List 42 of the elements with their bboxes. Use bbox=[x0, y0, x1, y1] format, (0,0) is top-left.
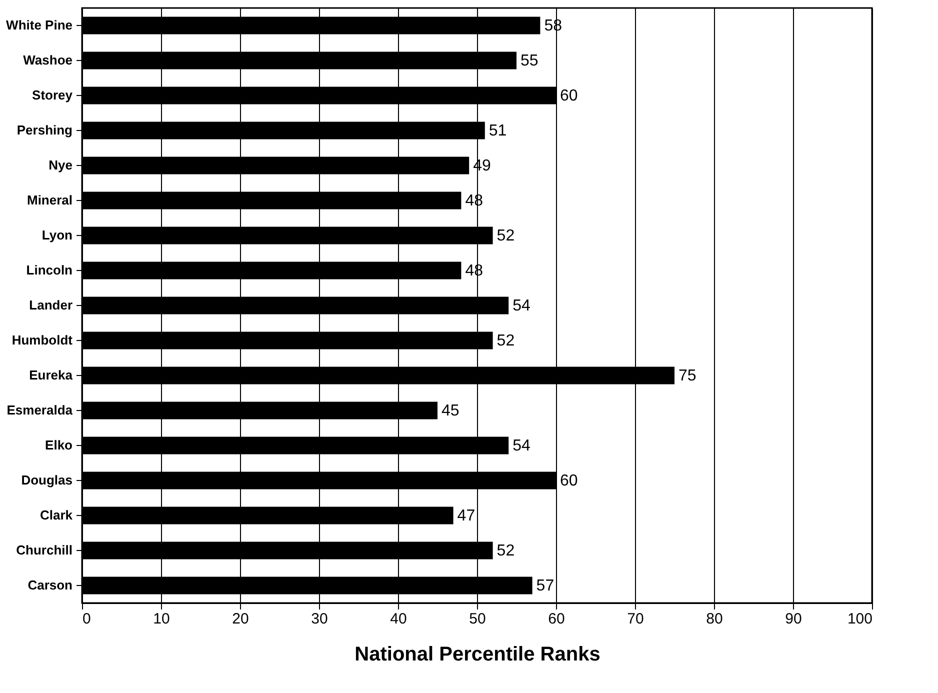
data-label: 60 bbox=[560, 88, 578, 104]
y-tick-label: Lyon bbox=[42, 228, 73, 242]
data-label: 54 bbox=[512, 438, 530, 454]
x-tick-label: 40 bbox=[390, 610, 407, 628]
x-tick-label: 20 bbox=[232, 610, 249, 628]
x-axis-title: National Percentile Ranks bbox=[354, 644, 600, 666]
y-tick-label: Elko bbox=[45, 438, 73, 452]
y-tick-label: Mineral bbox=[26, 192, 72, 208]
y-tick-label: Churchill bbox=[16, 542, 72, 558]
x-tick-label: 90 bbox=[785, 610, 802, 628]
x-tick-label: 80 bbox=[706, 610, 723, 628]
x-tick-label: 60 bbox=[548, 610, 565, 628]
x-tick-label: 30 bbox=[311, 610, 328, 628]
y-tick-label: Lincoln bbox=[26, 262, 73, 278]
y-tick-label: Clark bbox=[40, 508, 74, 522]
y-tick-label: Lander bbox=[29, 298, 72, 312]
y-tick-label: Humboldt bbox=[12, 332, 74, 348]
data-label: 75 bbox=[678, 368, 696, 384]
x-tick-label: 10 bbox=[153, 610, 170, 628]
data-label: 52 bbox=[496, 228, 515, 244]
y-tick-label: Esmeralda bbox=[6, 402, 74, 418]
y-tick-label: Carson bbox=[28, 578, 73, 592]
x-tick-label: 100 bbox=[847, 610, 872, 628]
data-label: 54 bbox=[512, 298, 530, 314]
data-label: 60 bbox=[560, 472, 578, 490]
data-label: 52 bbox=[496, 332, 515, 350]
y-tick-label: Douglas bbox=[21, 472, 72, 488]
y-tick-label: Storey bbox=[32, 88, 74, 102]
data-label: 57 bbox=[536, 578, 554, 594]
data-label: 52 bbox=[496, 542, 515, 560]
y-tick-label: Nye bbox=[48, 158, 72, 172]
x-tick-label: 0 bbox=[82, 610, 91, 628]
data-label: 47 bbox=[457, 508, 476, 524]
y-tick-label: Eureka bbox=[29, 368, 74, 382]
x-tick-label: 50 bbox=[469, 610, 486, 628]
x-tick-label: 70 bbox=[627, 610, 644, 628]
data-label: 45 bbox=[442, 402, 460, 420]
y-tick-label: Pershing bbox=[16, 122, 73, 138]
data-label: 55 bbox=[520, 52, 538, 70]
y-tick-label: White Pine bbox=[6, 18, 72, 32]
data-label: 51 bbox=[488, 122, 507, 140]
y-tick-label: Washoe bbox=[23, 52, 72, 68]
